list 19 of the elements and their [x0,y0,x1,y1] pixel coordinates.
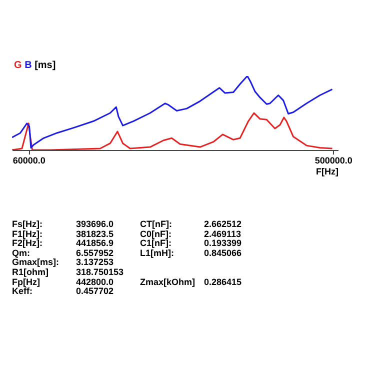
text: L1[mH]: 0.845066 [140,248,242,258]
x-axis-title: F[Hz] [316,166,338,176]
text: C1[nF]: 0.193399 [140,238,242,248]
text: Qm: 6.557952 [12,248,114,258]
x-tick-label: 500000.0 [314,156,352,166]
x-tick-label: 60000.0 [12,156,46,166]
text: C0[nF]: 2.469113 [140,228,242,239]
text: F2[Hz]: 441856.9 [12,238,114,248]
text: R1[ohm] 318.750153 [12,266,124,277]
text: Fp[Hz] 442800.0 [12,276,114,287]
text: G [14,60,23,71]
text: Fs[Hz]: 393696.0 [12,219,114,229]
text: B [24,60,33,71]
y-axis-title: [ms] [34,60,56,71]
text: Zmax[kOhm] 0.286415 [140,276,243,288]
text: F1[Hz]: 381823.5 [12,228,114,239]
text: Keff: 0.457702 [12,286,114,296]
text: Gmax[ms]: 3.137253 [12,257,114,268]
text: CT[nF]: 2.662512 [140,219,242,229]
